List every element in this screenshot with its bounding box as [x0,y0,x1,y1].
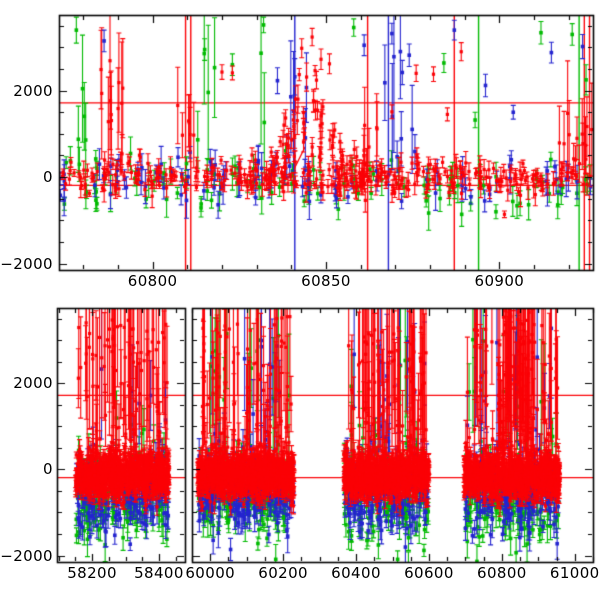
y-tick-label-bottom-1: 0 [43,460,53,479]
x-tick-label-bottom-0-0: 58200 [67,564,117,582]
x-tick-label-bottom-1-0: 60000 [185,564,236,582]
x-tick-label-bottom-1-4: 60800 [477,564,527,582]
x-tick-label-top-0-1: 60850 [301,272,351,290]
x-tick-label-top-0-0: 60800 [127,272,178,290]
y-tick-label-bottom-0: −2000 [0,546,53,565]
x-tick-label-bottom-0-1: 58400 [134,564,184,582]
y-tick-label-top-0: −2000 [0,254,53,273]
y-tick-label-top-1: 0 [43,168,53,187]
x-tick-label-bottom-1-5: 61000 [549,564,600,582]
x-tick-label-bottom-1-2: 60400 [331,564,381,582]
x-tick-label-top-0-2: 60900 [474,272,525,290]
x-tick-label-bottom-1-3: 60600 [404,564,454,582]
x-tick-label-bottom-1-1: 60200 [258,564,308,582]
y-tick-label-top-2: 2000 [13,81,53,100]
y-tick-label-bottom-2: 2000 [13,374,53,393]
